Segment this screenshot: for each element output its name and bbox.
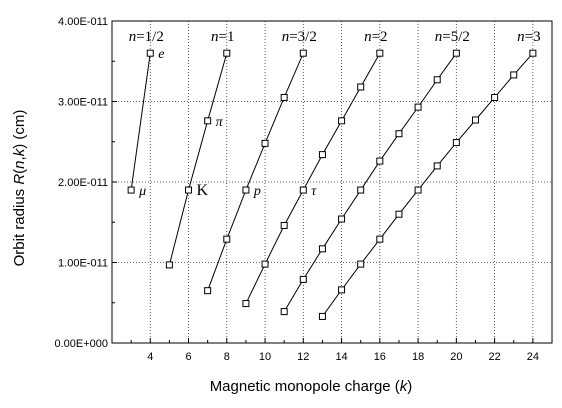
data-point (242, 300, 250, 308)
data-point (338, 215, 346, 223)
data-point (280, 308, 288, 316)
data-point (433, 76, 441, 84)
data-point (280, 93, 288, 101)
x-tick-label: 14 (335, 351, 347, 363)
series-label: n=5/2 (435, 29, 470, 45)
series-labels: n=1/2 n=1 n=3/2 n=2 n=5/2 n=3 (129, 29, 541, 45)
series-label: n=3/2 (282, 29, 317, 45)
x-tick-label: 6 (185, 351, 191, 363)
y-tick-label: 2.00E-011 (58, 177, 108, 189)
x-tick-label: 12 (297, 351, 309, 363)
series-lines (127, 49, 537, 320)
data-point (242, 186, 250, 194)
axis-ticks: 4 6 8 10 12 14 16 18 20 22 24 0.00E+000 1.00E-011 2.0… (54, 16, 539, 363)
data-point (452, 49, 460, 57)
data-point (318, 312, 326, 320)
data-point (452, 139, 460, 147)
data-point (318, 151, 326, 159)
data-point (376, 157, 384, 165)
data-point (165, 261, 173, 269)
data-point (357, 83, 365, 91)
grid-lines (112, 20, 552, 344)
series-label: n=3 (517, 29, 540, 45)
data-point (433, 162, 441, 170)
series-group (242, 49, 384, 308)
data-point (395, 210, 403, 218)
x-tick-label: 20 (450, 351, 462, 363)
x-tick-label: 4 (147, 351, 153, 363)
series-group (165, 49, 231, 269)
data-point (280, 221, 288, 229)
series-line (322, 52, 534, 317)
series-label: n=1 (211, 29, 234, 45)
y-tick-label: 4.00E-011 (58, 16, 108, 28)
y-axis-title: Orbit radius R(n,k) (cm) (11, 110, 28, 267)
data-point (299, 49, 307, 57)
data-point (529, 49, 537, 57)
data-point (204, 287, 212, 295)
particle-label: e (158, 47, 164, 62)
y-tick-label: 3.00E-011 (58, 97, 108, 109)
data-point (299, 186, 307, 194)
x-tick-label: 18 (412, 351, 424, 363)
series-line (130, 53, 151, 191)
data-point (318, 245, 326, 253)
data-point (127, 186, 135, 194)
data-point (299, 275, 307, 283)
particle-label: τ (311, 184, 317, 199)
x-tick-label: 10 (259, 351, 271, 363)
series-group (127, 49, 154, 194)
data-point (338, 117, 346, 125)
data-point (414, 103, 422, 111)
series-line (283, 52, 457, 312)
x-tick-label: 22 (488, 351, 500, 363)
series-group (280, 49, 460, 316)
data-point (223, 235, 231, 243)
data-point (338, 286, 346, 294)
data-point (491, 93, 499, 101)
x-tick-label: 16 (374, 351, 386, 363)
data-point (376, 235, 384, 243)
data-point (261, 260, 269, 268)
y-tick-label: 1.00E-011 (58, 258, 108, 270)
data-point (146, 49, 154, 57)
y-tick-label: 0.00E+000 (54, 338, 108, 350)
data-point (357, 260, 365, 268)
data-point (357, 186, 365, 194)
particle-label: μ (138, 184, 146, 199)
series-label: n=1/2 (129, 29, 164, 45)
data-point (223, 49, 231, 57)
particle-label: π (216, 115, 224, 130)
series-line (168, 53, 228, 266)
data-point (510, 71, 518, 79)
x-tick-label: 24 (527, 351, 539, 363)
particle-label: p (253, 184, 261, 199)
data-point (204, 117, 212, 125)
data-point (376, 49, 384, 57)
series-line (245, 52, 381, 304)
series-line (207, 53, 304, 291)
series-group (318, 49, 537, 320)
data-point (414, 186, 422, 194)
data-point (471, 116, 479, 124)
data-point (395, 130, 403, 138)
data-point (261, 139, 269, 147)
series-label: n=2 (364, 29, 387, 45)
series-group (204, 49, 307, 295)
x-axis-title: Magnetic monopole charge (k) (210, 378, 413, 395)
data-point (185, 186, 193, 194)
x-tick-label: 8 (224, 351, 230, 363)
particle-label: K (197, 182, 209, 199)
